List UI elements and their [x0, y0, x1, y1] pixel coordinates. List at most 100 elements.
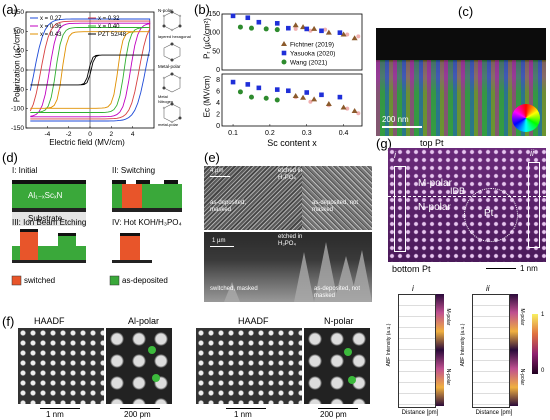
- zoom-al: [106, 328, 172, 404]
- g-scalebar: [486, 268, 516, 269]
- a-legend-label-4: x = 0.40: [98, 24, 120, 30]
- b-ec-1-0: [230, 79, 236, 85]
- metal-polar-struct-label: Metal-polar: [158, 64, 181, 69]
- g-colorbar-min: 0: [541, 368, 545, 374]
- b-pr-1-0: [230, 13, 236, 19]
- a-xtick-label-4: 4: [131, 131, 135, 138]
- hysteresis-loop-4: [30, 31, 150, 109]
- b-pr-1-6: [319, 28, 324, 34]
- panel-label-a: (a): [2, 2, 18, 17]
- b-ec-1-4: [286, 88, 291, 94]
- b-ec-0-3: [325, 101, 332, 107]
- b-ylabel-bottom: Eᴄ (MV/cm): [202, 75, 212, 118]
- color-wheel: [512, 104, 540, 132]
- f-scale-label-4: 200 pm: [320, 410, 347, 419]
- pt-inclusion: [464, 188, 518, 242]
- sem-bottom: etched in H₃PO₄ switched, masked as-depo…: [204, 232, 372, 302]
- g-sub-i-pol-top: M-polar: [445, 308, 451, 326]
- hysteresis-loop-0: [29, 18, 151, 122]
- legend-asdep-swatch: [109, 275, 120, 286]
- g-sub-i: i ABF Intensity (a.u.) Distance [pm] M-p…: [386, 284, 456, 420]
- b-ec-1-1: [245, 82, 251, 87]
- a-legend-label-5: PZT 52/48: [98, 32, 127, 38]
- b-faded-ec-4: [356, 111, 361, 116]
- panel-label-e: (e): [204, 150, 220, 165]
- metal-polar-bottom-label: metal-polar: [158, 122, 179, 127]
- haadf-al: [18, 328, 104, 404]
- step-1-label: I: Initial: [12, 166, 38, 175]
- a-xtick-label-0: -4: [44, 131, 50, 138]
- e-top-caption-1: etched in H₃PO₄: [278, 168, 303, 181]
- sem-pyramids: [224, 242, 372, 302]
- panel-a: (a) -4 -2 0 2 4 -150 -100 -50 0 50 100 150 x = 0.27 x…: [0, 0, 191, 150]
- b-legend-label-1: Yasuoka (2020): [290, 51, 335, 58]
- f-title-1: HAADF: [34, 316, 65, 326]
- b-pr-2-1: [248, 25, 254, 31]
- film-label: Al₁₋ₓScₓN: [28, 191, 63, 200]
- al-atom-1: [148, 346, 156, 354]
- b-top-frame: [221, 13, 363, 71]
- b-legend-marker-2: [281, 59, 287, 65]
- g-colorbar: [532, 314, 538, 374]
- e-top-caption-2: as-deposited, masked: [210, 200, 247, 213]
- g-scale-label: 1 nm: [520, 264, 538, 273]
- panel-label-c: (c): [458, 4, 474, 19]
- g-sub-i-label: i: [412, 284, 414, 293]
- step-initial: [12, 180, 86, 226]
- g-sub-ii-ylabel: ABF Intensity (a.u.): [460, 323, 466, 367]
- legend-switched-label: switched: [24, 276, 56, 285]
- c-scalebar-label: 200 nm: [382, 115, 409, 124]
- b-ec-2-0: [237, 89, 243, 95]
- f-title-3: HAADF: [238, 316, 269, 326]
- b-pr-0-0: [292, 22, 299, 28]
- a-ylabel: Polarization (µC/cm²): [12, 26, 22, 103]
- b-pr-1-1: [245, 15, 251, 21]
- g-sub-ii-pol-top: M-polar: [519, 308, 525, 326]
- a-xtick-label-1: -2: [66, 131, 72, 138]
- b-faded-ec-1: [308, 99, 313, 104]
- g-bottom-pt: bottom Pt: [392, 264, 431, 274]
- hysteresis-loop-2: [30, 22, 151, 118]
- box-ii: [528, 162, 540, 248]
- step-2-label: II: Switching: [112, 166, 156, 175]
- b-ytick-bottom-0: 0: [216, 123, 220, 130]
- b-bottom-frame: [221, 73, 363, 127]
- panel-f: (f) HAADF Al-polar HAADF N-polar 1 nm 20…: [0, 308, 374, 420]
- b-ec-0-1: [300, 94, 307, 100]
- al-atom-2: [152, 374, 160, 382]
- e-bot-caption-2: switched, masked: [210, 286, 258, 292]
- a-xtick-label-3: 2: [110, 131, 114, 138]
- panel-label-b: (b): [194, 2, 210, 17]
- e-bot-caption-3: as-deposited, not masked: [314, 286, 361, 299]
- b-pr-1-3: [274, 21, 280, 26]
- b-legend-marker-0: [281, 41, 287, 46]
- g-sub-i-pol-bottom: N-polar: [445, 368, 451, 386]
- step-hot-etch: [112, 233, 152, 263]
- n-polar-struct-label: N-polar: [158, 8, 173, 13]
- f-title-2: Al-polar: [128, 316, 160, 326]
- b-legend-label-0: Fichtner (2019): [290, 42, 334, 49]
- g-sub-i-xlabel: Distance [pm]: [401, 410, 439, 416]
- hysteresis-loop-5: [30, 54, 150, 86]
- zoom-n: [304, 328, 370, 404]
- sem-top-right: [302, 166, 372, 230]
- f-scale-label-3: 1 nm: [234, 410, 252, 419]
- substrate-label: Substrate: [28, 214, 63, 223]
- a-ytick-label-0: -150: [11, 125, 24, 132]
- b-ytick-top-3: 150: [208, 11, 220, 18]
- e-bot-caption-1: etched in H₃PO₄: [278, 234, 303, 247]
- b-faded-ec-3: [345, 106, 350, 111]
- metal-legend-label: Metal: [158, 94, 168, 99]
- b-ytick-bottom-4: 8: [216, 77, 220, 84]
- f-scalebar-3: [226, 408, 266, 409]
- step-3-label: III: Ion Beam Etching: [12, 218, 87, 227]
- g-sub-i-ylabel: ABF Intensity (a.u.): [386, 323, 392, 367]
- f-scalebar-4: [318, 408, 358, 409]
- e-bot-scalebar: [210, 246, 234, 247]
- b-ec-1-3: [274, 87, 280, 92]
- g-top-pt: top Pt: [420, 138, 444, 148]
- f-scalebar-2: [120, 408, 160, 409]
- a-legend-label-1: x = 0.36: [40, 24, 62, 30]
- haadf-n: [196, 328, 302, 404]
- a-ytick-label-2: -50: [15, 86, 25, 93]
